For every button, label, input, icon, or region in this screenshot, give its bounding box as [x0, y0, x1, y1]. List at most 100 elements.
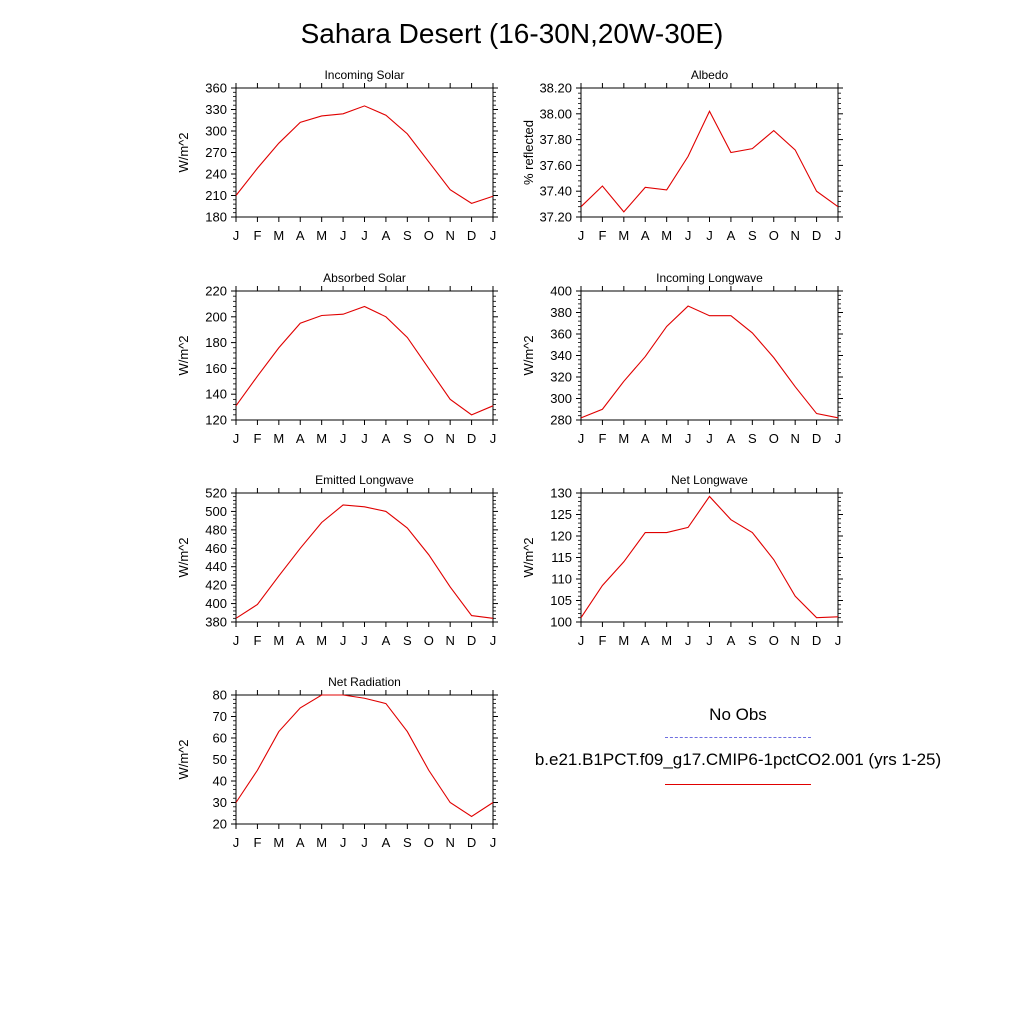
y-tick-label: 37.60	[539, 158, 572, 173]
x-tick-label: M	[316, 228, 327, 243]
x-tick-label: M	[618, 633, 629, 648]
y-axis-label: W/m^2	[521, 537, 536, 577]
x-tick-label: N	[445, 633, 454, 648]
x-tick-label: N	[445, 431, 454, 446]
y-tick-label: 180	[205, 210, 227, 225]
y-tick-label: 160	[205, 361, 227, 376]
x-tick-label: J	[361, 228, 368, 243]
x-tick-label: J	[361, 835, 368, 850]
chart-panel: Albedo % reflected 37.20 37.40 37.60 37.80 38.…	[521, 68, 843, 243]
x-tick-label: M	[273, 431, 284, 446]
y-tick-label: 320	[550, 370, 572, 385]
y-tick-label: 80	[213, 688, 227, 703]
y-tick-label: 105	[550, 593, 572, 608]
y-tick-label: 500	[205, 504, 227, 519]
y-axis-label: W/m^2	[176, 739, 191, 779]
x-tick-label: J	[835, 228, 842, 243]
x-tick-label: J	[835, 633, 842, 648]
x-tick-label: J	[685, 431, 692, 446]
x-tick-label: A	[727, 633, 736, 648]
x-tick-label: M	[618, 228, 629, 243]
series-line	[235, 105, 494, 204]
chart-panel: Incoming Solar W/m^2 180 210 240 270 300 330 360…	[176, 68, 498, 243]
x-tick-label: F	[253, 835, 261, 850]
x-tick-label: J	[340, 835, 347, 850]
series-line	[235, 305, 494, 416]
x-tick-label: J	[490, 228, 497, 243]
x-tick-label: M	[316, 431, 327, 446]
x-tick-label: A	[382, 835, 391, 850]
chart-title: Absorbed Solar	[323, 271, 406, 285]
y-tick-label: 210	[205, 188, 227, 203]
x-tick-label: D	[467, 835, 476, 850]
x-tick-label: M	[316, 633, 327, 648]
y-tick-label: 100	[550, 615, 572, 630]
y-tick-label: 280	[550, 413, 572, 428]
chart-panel: Emitted Longwave W/m^2 380 400 420 440 460 480 5…	[176, 473, 498, 648]
x-tick-label: M	[618, 431, 629, 446]
x-tick-label: J	[233, 835, 240, 850]
series-line	[580, 495, 839, 619]
y-tick-label: 400	[205, 596, 227, 611]
y-tick-label: 360	[550, 327, 572, 342]
x-tick-label: D	[812, 633, 821, 648]
y-tick-label: 440	[205, 559, 227, 574]
x-tick-label: F	[598, 431, 606, 446]
x-tick-label: F	[253, 633, 261, 648]
y-tick-label: 37.20	[539, 210, 572, 225]
x-tick-label: J	[578, 633, 585, 648]
legend-model-line	[665, 784, 811, 785]
y-axis-label: W/m^2	[176, 335, 191, 375]
plot-frame	[235, 290, 494, 421]
y-tick-label: 180	[205, 335, 227, 350]
x-tick-label: D	[812, 431, 821, 446]
y-tick-label: 300	[205, 124, 227, 139]
x-tick-label: N	[445, 835, 454, 850]
y-tick-label: 20	[213, 817, 227, 832]
x-tick-label: S	[748, 228, 757, 243]
x-tick-label: A	[382, 228, 391, 243]
x-tick-label: J	[490, 431, 497, 446]
x-tick-label: S	[748, 431, 757, 446]
y-tick-label: 340	[550, 348, 572, 363]
y-tick-label: 400	[550, 284, 572, 299]
y-tick-label: 110	[551, 572, 572, 587]
x-tick-label: A	[641, 228, 650, 243]
y-tick-label: 130	[550, 486, 572, 501]
x-tick-label: A	[641, 431, 650, 446]
chart-title: Emitted Longwave	[315, 473, 414, 487]
x-tick-label: F	[253, 228, 261, 243]
x-tick-label: S	[403, 633, 412, 648]
x-tick-label: F	[253, 431, 261, 446]
y-axis-label: W/m^2	[176, 132, 191, 172]
x-tick-label: M	[661, 431, 672, 446]
x-tick-label: J	[340, 633, 347, 648]
y-tick-label: 480	[205, 522, 227, 537]
y-tick-label: 200	[205, 309, 227, 324]
y-tick-label: 120	[205, 413, 227, 428]
x-tick-label: O	[769, 431, 779, 446]
chart-title: Incoming Longwave	[656, 271, 763, 285]
y-tick-label: 330	[205, 102, 227, 117]
y-tick-label: 270	[205, 145, 227, 160]
x-tick-label: J	[685, 228, 692, 243]
chart-title: Albedo	[691, 68, 729, 82]
y-tick-label: 360	[205, 81, 227, 96]
x-tick-label: S	[403, 228, 412, 243]
y-tick-label: 520	[205, 486, 227, 501]
y-tick-label: 115	[551, 550, 572, 565]
x-tick-label: J	[578, 228, 585, 243]
x-tick-label: J	[340, 228, 347, 243]
y-tick-label: 460	[205, 541, 227, 556]
series-line	[235, 504, 494, 619]
x-tick-label: J	[233, 633, 240, 648]
x-tick-label: J	[340, 431, 347, 446]
y-tick-label: 140	[205, 387, 227, 402]
plot-frame	[580, 290, 839, 421]
y-tick-label: 30	[213, 795, 227, 810]
y-tick-label: 38.20	[539, 81, 572, 96]
y-tick-label: 380	[205, 615, 227, 630]
